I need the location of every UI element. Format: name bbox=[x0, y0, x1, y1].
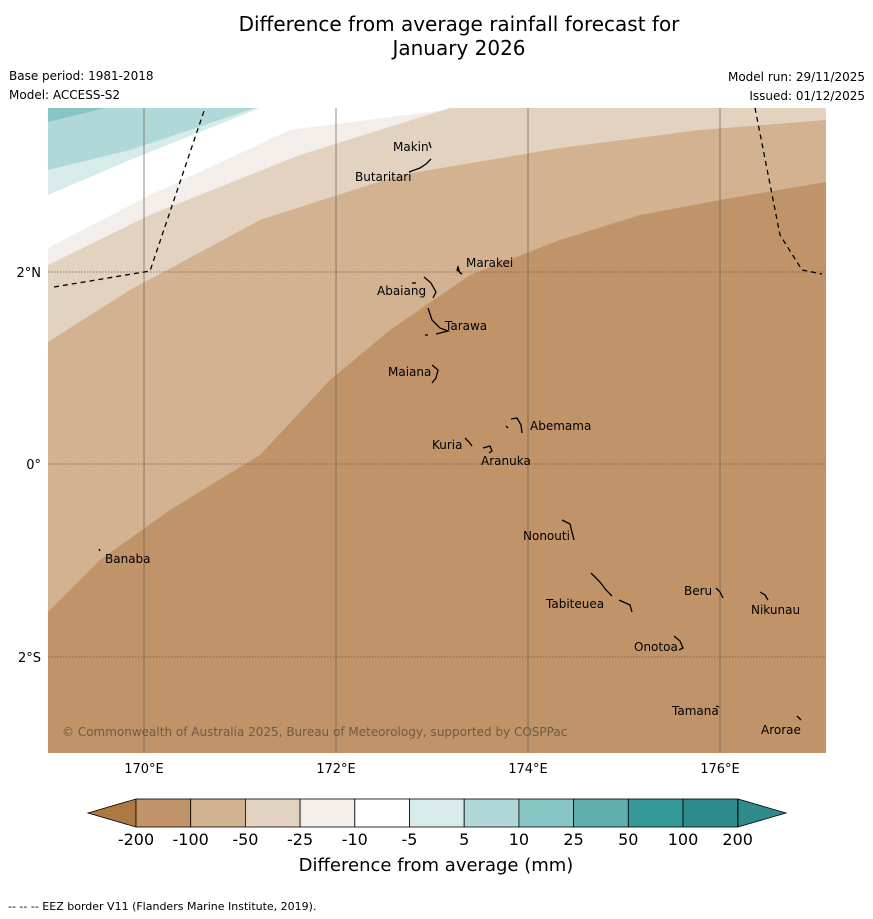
island-shape-butaritari bbox=[408, 158, 432, 173]
colorbar-cell bbox=[135, 798, 192, 828]
colorbar-cell bbox=[299, 798, 356, 828]
lat-label-2s: 2°S bbox=[18, 651, 41, 666]
island-shape-tamana bbox=[715, 705, 720, 708]
colorbar-cell bbox=[354, 798, 410, 828]
label-banaba: Banaba bbox=[105, 552, 151, 566]
lon-label-170: 170°E bbox=[124, 762, 164, 777]
copyright-notice: © Commonwealth of Australia 2025, Bureau… bbox=[62, 725, 567, 739]
issued-date: Issued: 01/12/2025 bbox=[749, 89, 865, 103]
base-period: Base period: 1981-2018 bbox=[9, 69, 154, 83]
label-onotoa: Onotoa bbox=[634, 640, 678, 654]
colorbar-cells bbox=[135, 798, 739, 828]
colorbar-tick-label: 100 bbox=[668, 830, 699, 849]
island-shape-tabiteuea bbox=[590, 572, 633, 613]
island-shape-marakei bbox=[456, 264, 463, 275]
label-aranuka: Aranuka bbox=[481, 454, 531, 468]
label-butaritari: Butaritari bbox=[355, 170, 412, 184]
island-shape-banaba bbox=[98, 548, 101, 552]
island-shape-nonouti bbox=[561, 519, 575, 541]
title-line-2: January 2026 bbox=[392, 36, 526, 60]
island-shape-kuria bbox=[464, 437, 473, 447]
colorbar-tick-label: -50 bbox=[232, 830, 258, 849]
label-makin: Makin bbox=[393, 140, 429, 154]
contour-25-to-50 bbox=[48, 108, 255, 170]
label-nikunau: Nikunau bbox=[751, 603, 800, 617]
colorbar: -200 -100 -50 -25 -10 -5 5 10 25 50 100 200 Differe… bbox=[86, 798, 788, 876]
label-marakei: Marakei bbox=[466, 256, 513, 270]
colorbar-title: Difference from average (mm) bbox=[299, 855, 574, 876]
lon-label-176: 176°E bbox=[700, 762, 740, 777]
model-run: Model run: 29/11/2025 bbox=[727, 70, 865, 84]
eez-line-east bbox=[754, 107, 823, 275]
colorbar-tick-labels: -200 -100 -50 -25 -10 -5 5 10 25 50 100 200 bbox=[118, 830, 753, 849]
colorbar-tick-label: 200 bbox=[722, 830, 753, 849]
colorbar-extend-high bbox=[737, 798, 788, 828]
colorbar-cell bbox=[682, 798, 739, 828]
lat-label-0: 0° bbox=[26, 458, 41, 473]
island-shape-tarawa bbox=[427, 307, 451, 335]
island-outlines bbox=[98, 141, 802, 721]
colorbar-tick-label: -5 bbox=[402, 830, 418, 849]
colorbar-tick-label: -10 bbox=[342, 830, 368, 849]
model-name: Model: ACCESS-S2 bbox=[9, 88, 121, 102]
label-abemama: Abemama bbox=[530, 419, 591, 433]
colorbar-tick-label: 25 bbox=[563, 830, 583, 849]
colorbar-tick-label: -25 bbox=[287, 830, 313, 849]
colorbar-tick-label: 10 bbox=[509, 830, 529, 849]
label-abaiang: Abaiang bbox=[377, 284, 426, 298]
label-tamana: Tamana bbox=[671, 704, 719, 718]
colorbar-cell bbox=[518, 798, 575, 828]
colorbar-cell bbox=[573, 798, 629, 828]
label-arorae: Arorae bbox=[761, 723, 801, 737]
colorbar-extend-low bbox=[86, 798, 137, 828]
eez-border bbox=[53, 107, 823, 288]
island-shape-makin bbox=[428, 141, 432, 149]
eez-footnote: -- -- -- EEZ border V11 (Flanders Marine… bbox=[8, 900, 317, 913]
colorbar-tick-label: -200 bbox=[118, 830, 154, 849]
colorbar-tick-label: 50 bbox=[618, 830, 638, 849]
island-shape-abaiang bbox=[423, 276, 437, 299]
island-shape-abemama bbox=[510, 417, 523, 434]
lon-label-172: 172°E bbox=[316, 762, 356, 777]
label-beru: Beru bbox=[684, 584, 712, 598]
island-shape-nikunau bbox=[759, 591, 769, 601]
graticule bbox=[48, 108, 826, 753]
colorbar-tick-label: 5 bbox=[459, 830, 469, 849]
label-tarawa: Tarawa bbox=[444, 319, 487, 333]
label-kuria: Kuria bbox=[432, 438, 463, 452]
colorbar-cell bbox=[244, 798, 301, 828]
colorbar-tick-label: -100 bbox=[173, 830, 209, 849]
title-line-1: Difference from average rainfall forecas… bbox=[238, 12, 680, 36]
colorbar-cell bbox=[627, 798, 684, 828]
colorbar-cell bbox=[463, 798, 520, 828]
label-maiana: Maiana bbox=[388, 365, 431, 379]
contour-50-to-100 bbox=[48, 108, 105, 122]
island-shape-arorae bbox=[796, 715, 802, 721]
island-shape-beru bbox=[715, 587, 724, 599]
colorbar-cell bbox=[409, 798, 465, 828]
island-shape-abemama-islet bbox=[505, 425, 509, 429]
lon-label-174: 174°E bbox=[508, 762, 548, 777]
label-nonouti: Nonouti bbox=[523, 529, 570, 543]
rainfall-contours bbox=[48, 108, 826, 753]
label-tabiteuea: Tabiteuea bbox=[545, 597, 604, 611]
island-shape-maiana bbox=[431, 364, 439, 384]
island-shape-aranuka bbox=[482, 445, 493, 454]
lat-label-2n: 2°N bbox=[17, 266, 42, 281]
map-title: Difference from average rainfall forecas… bbox=[0, 12, 873, 60]
island-shape-onotoa bbox=[673, 635, 684, 651]
colorbar-cell bbox=[190, 798, 246, 828]
